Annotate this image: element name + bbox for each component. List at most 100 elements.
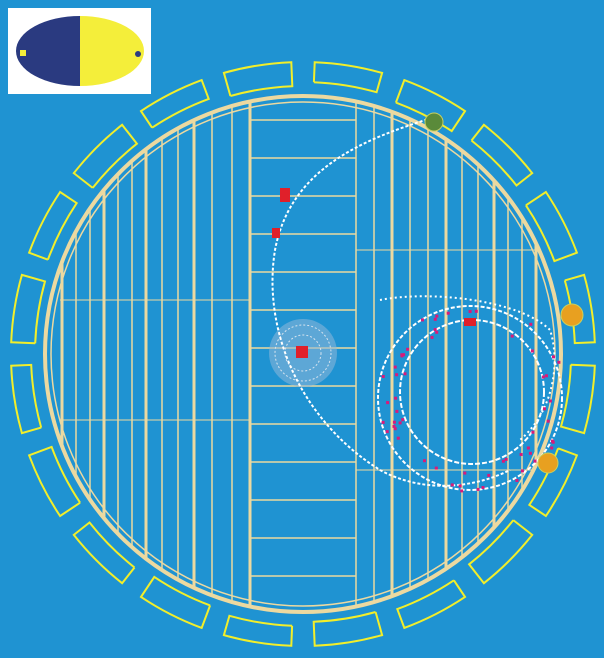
hit bbox=[458, 484, 462, 488]
hit bbox=[519, 453, 523, 456]
hit bbox=[531, 430, 535, 434]
ring-segment bbox=[394, 78, 467, 133]
hit bbox=[401, 418, 405, 422]
ring-segment bbox=[312, 61, 384, 94]
hits bbox=[381, 309, 561, 493]
hit bbox=[515, 479, 519, 482]
hit bbox=[396, 436, 400, 440]
hit bbox=[446, 311, 450, 315]
hit bbox=[433, 317, 437, 321]
hit bbox=[474, 309, 478, 313]
hit bbox=[395, 373, 399, 377]
hit bbox=[557, 360, 561, 364]
ring-segment bbox=[72, 123, 139, 189]
hit bbox=[464, 318, 476, 326]
ring-segment bbox=[10, 363, 43, 435]
ring-segment bbox=[27, 445, 81, 518]
hit bbox=[433, 328, 437, 332]
ring-segment bbox=[563, 273, 596, 345]
ring-segment bbox=[139, 575, 212, 630]
ring-segment bbox=[467, 519, 534, 585]
hit bbox=[468, 310, 472, 313]
hit bbox=[393, 427, 397, 431]
ring-segment bbox=[525, 190, 579, 263]
vertex-ring bbox=[274, 324, 332, 382]
hit bbox=[504, 457, 508, 461]
ring-segment bbox=[312, 611, 384, 647]
vertex bbox=[269, 319, 337, 387]
hit bbox=[501, 459, 505, 463]
ring-segment bbox=[27, 190, 79, 261]
hit bbox=[381, 375, 385, 378]
hit bbox=[476, 487, 480, 491]
hit bbox=[393, 365, 397, 369]
hit bbox=[435, 330, 439, 334]
hit bbox=[406, 347, 410, 351]
hit bbox=[435, 314, 439, 318]
hit bbox=[272, 228, 280, 238]
hit bbox=[460, 489, 464, 493]
hit bbox=[423, 459, 426, 463]
hit bbox=[394, 396, 398, 400]
vertex-hit bbox=[296, 346, 308, 358]
ring-segment bbox=[559, 363, 596, 435]
red-hits bbox=[272, 188, 476, 326]
hit bbox=[421, 318, 424, 322]
hit bbox=[463, 471, 467, 475]
inset-half-light bbox=[80, 16, 144, 86]
ring-segment bbox=[72, 521, 136, 585]
ring-segment bbox=[470, 123, 534, 187]
ring-segment bbox=[396, 579, 467, 630]
hit bbox=[450, 483, 454, 487]
hit bbox=[548, 399, 552, 403]
inner-boundary bbox=[43, 94, 563, 614]
track bbox=[377, 305, 563, 491]
hit bbox=[543, 407, 546, 411]
muon-hits bbox=[424, 112, 584, 474]
hit bbox=[392, 424, 396, 428]
inset bbox=[8, 8, 151, 94]
outer-ring bbox=[10, 61, 596, 647]
hit bbox=[398, 421, 402, 425]
ring-segment bbox=[222, 61, 294, 97]
ring-segment bbox=[10, 273, 47, 345]
hit bbox=[520, 469, 524, 473]
track bbox=[271, 117, 511, 487]
hit bbox=[528, 451, 532, 455]
hit bbox=[392, 420, 396, 424]
hit bbox=[386, 401, 390, 405]
hit bbox=[395, 409, 399, 413]
muon-hit bbox=[424, 112, 444, 132]
hit bbox=[552, 355, 555, 359]
hit bbox=[487, 473, 491, 477]
ring-segment bbox=[222, 614, 294, 647]
hit bbox=[434, 466, 438, 470]
muon-hit bbox=[560, 303, 584, 327]
hit bbox=[551, 440, 555, 444]
hit bbox=[529, 322, 533, 326]
hit bbox=[381, 420, 385, 424]
hit bbox=[385, 430, 389, 434]
hit bbox=[550, 446, 554, 450]
inset-half-dark bbox=[16, 16, 80, 86]
hit bbox=[430, 335, 434, 339]
hit bbox=[402, 353, 406, 357]
hit bbox=[481, 486, 485, 489]
hit bbox=[526, 446, 530, 450]
hit bbox=[545, 374, 548, 378]
muon-hit bbox=[537, 452, 559, 474]
hit bbox=[541, 375, 545, 379]
ring-segment bbox=[139, 78, 210, 129]
hit bbox=[510, 334, 514, 338]
inset-marker bbox=[20, 50, 26, 56]
inset-marker bbox=[135, 51, 141, 57]
hit bbox=[530, 349, 534, 353]
track bbox=[379, 295, 556, 441]
hit bbox=[403, 372, 407, 376]
hit bbox=[400, 353, 404, 357]
hit bbox=[280, 188, 290, 202]
hit bbox=[533, 459, 537, 463]
hit bbox=[546, 419, 550, 423]
